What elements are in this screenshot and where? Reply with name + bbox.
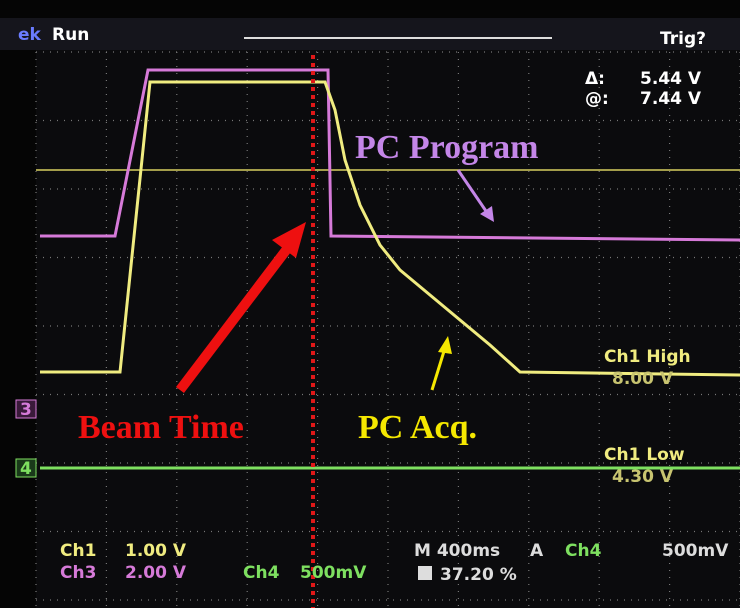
- trig-level: 500mV: [662, 541, 729, 561]
- low-label: Ch1 Low: [604, 445, 685, 465]
- top-bar: [0, 18, 740, 50]
- high-label: Ch1 High: [604, 347, 691, 367]
- timebase: M 400ms: [414, 541, 500, 561]
- position: 37.20 %: [440, 565, 517, 585]
- pc-acq-label: PC Acq.: [358, 409, 477, 446]
- at-value: 7.44 V: [640, 89, 702, 109]
- ch4: Ch4: [243, 563, 280, 583]
- pc-program-label: PC Program: [355, 129, 538, 166]
- delta-symbol: Δ:: [585, 69, 605, 89]
- ch4-scale: 500mV: [300, 563, 367, 583]
- delta-value: 5.44 V: [640, 69, 702, 89]
- ch3-marker-label: 3: [20, 400, 32, 420]
- trig-source: Ch4: [565, 541, 602, 561]
- low-value: 4.30 V: [612, 467, 674, 487]
- high-value: 8.00 V: [612, 369, 674, 389]
- ch4-marker-label: 4: [20, 459, 32, 479]
- ch1-scale: 1.00 V: [125, 541, 187, 561]
- brand: ek: [18, 25, 42, 45]
- status: Run: [52, 25, 89, 45]
- beam-time-label: Beam Time: [78, 409, 244, 446]
- at-symbol: @:: [585, 89, 609, 109]
- ch1: Ch1: [60, 541, 96, 561]
- trigger: Trig?: [660, 29, 706, 49]
- mode: A: [530, 541, 544, 561]
- ch3: Ch3: [60, 563, 96, 583]
- scope-photo: ek Run Trig? Δ: 5.44 V @: 7.44 V PC Prog…: [0, 0, 740, 608]
- position-icon: [418, 566, 432, 580]
- ch3-scale: 2.00 V: [125, 563, 187, 583]
